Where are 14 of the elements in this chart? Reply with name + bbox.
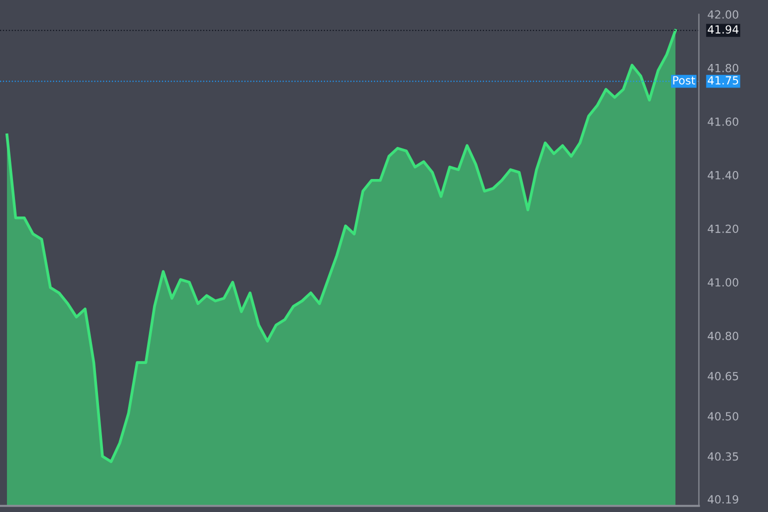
- y-tick-label: 40.50: [708, 412, 738, 421]
- y-tick-label: 41.40: [708, 171, 738, 180]
- y-tick-label: 40.35: [708, 452, 738, 461]
- y-tick-label: 41.60: [708, 117, 738, 126]
- y-tick-label: 40.65: [708, 372, 738, 380]
- y-tick-label: 42.00: [708, 10, 738, 19]
- y-tick-label: 41.00: [708, 278, 738, 287]
- y-tick-label: 40.80: [708, 332, 738, 340]
- ref-line-label: 41.94: [708, 25, 738, 34]
- y-tick-label: 41.80: [708, 64, 738, 72]
- annotation: Post: [673, 76, 696, 85]
- ref-line-label: 41.75: [708, 76, 738, 85]
- y-tick-label: 40.19: [708, 495, 738, 504]
- y-tick-label: 41.20: [708, 224, 738, 233]
